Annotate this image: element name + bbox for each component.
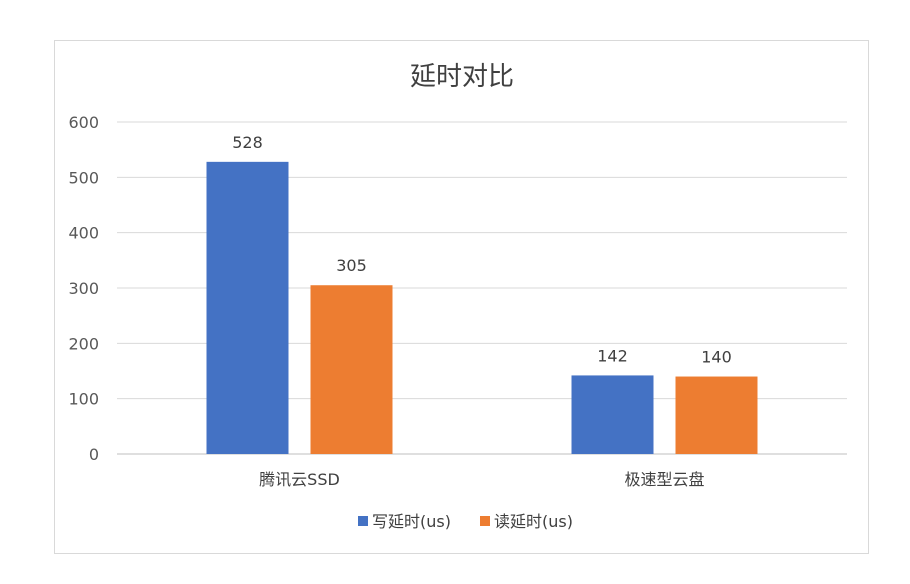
data-labels: 528 305 142 140 — [232, 133, 732, 367]
legend: 写延时(us) 读延时(us) — [358, 512, 573, 531]
data-label: 142 — [597, 346, 628, 365]
y-axis-ticks: 0 100 200 300 400 500 600 — [68, 113, 99, 464]
y-tick-label: 500 — [68, 168, 99, 187]
legend-swatch — [480, 516, 490, 526]
category-label: 腾讯云SSD — [259, 470, 340, 489]
data-label: 528 — [232, 133, 263, 152]
bar — [206, 161, 289, 454]
y-tick-label: 100 — [68, 390, 99, 409]
bars — [206, 161, 758, 454]
bar — [571, 375, 654, 454]
y-tick-label: 400 — [68, 224, 99, 243]
data-label: 140 — [701, 348, 732, 367]
legend-label: 写延时(us) — [372, 512, 451, 531]
legend-swatch — [358, 516, 368, 526]
y-tick-label: 600 — [68, 113, 99, 132]
data-label: 305 — [336, 256, 367, 275]
chart-title: 延时对比 — [410, 62, 514, 92]
bar — [310, 285, 393, 454]
bar — [675, 376, 758, 454]
category-label: 极速型云盘 — [624, 470, 704, 489]
y-tick-label: 200 — [68, 334, 99, 353]
chart-frame — [54, 40, 869, 554]
legend-label: 读延时(us) — [494, 512, 573, 531]
x-axis-categories: 腾讯云SSD 极速型云盘 — [259, 470, 704, 489]
y-tick-label: 0 — [89, 445, 99, 464]
y-tick-label: 300 — [68, 279, 99, 298]
